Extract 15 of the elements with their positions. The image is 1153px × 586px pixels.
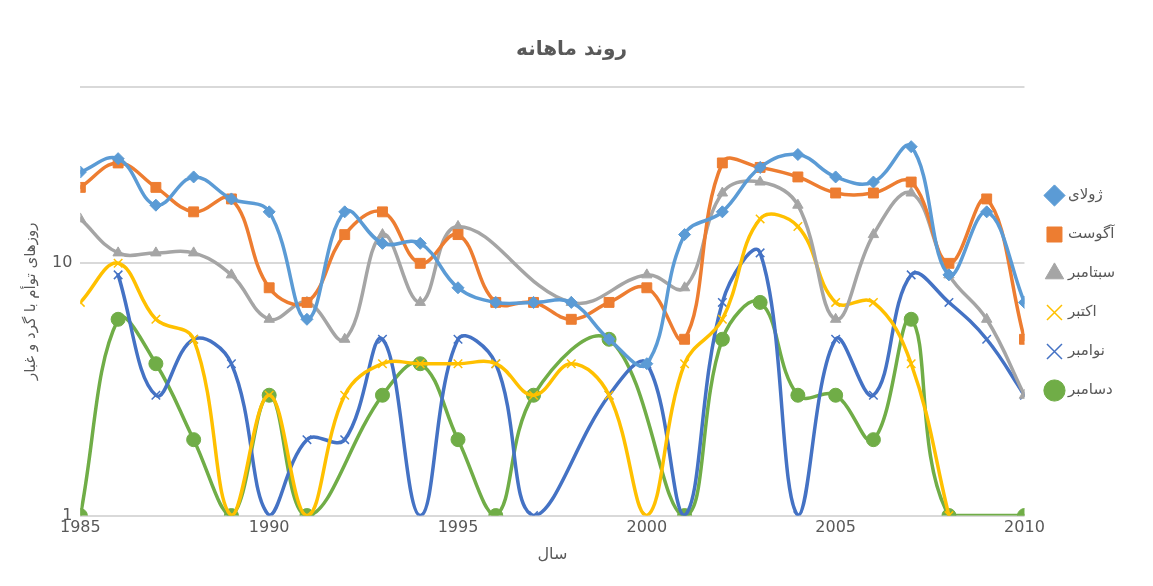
legend-label: اکتبر (1066, 302, 1097, 321)
x-tick-label: 2000 (626, 517, 668, 537)
y-tick-label: 10 (52, 252, 73, 272)
x-tick-label: 2005 (815, 517, 857, 537)
x-tick-label: 1990 (248, 517, 290, 537)
legend-label: نوامبر (1066, 341, 1105, 360)
y-axis-title: روزهای توأم با گرد و غبار (19, 222, 39, 382)
x-tick-label: 2010 (1004, 517, 1045, 537)
legend-label: دسامبر (1066, 380, 1113, 399)
legend-label: آگوست (1067, 224, 1116, 243)
x-tick-label: 1995 (437, 517, 479, 537)
legend-label: ژولای (1067, 185, 1103, 204)
chart-title: روند ماهانه (516, 36, 627, 61)
x-axis-title: سال (537, 543, 568, 563)
legend-label: سبتامبر (1066, 263, 1115, 282)
